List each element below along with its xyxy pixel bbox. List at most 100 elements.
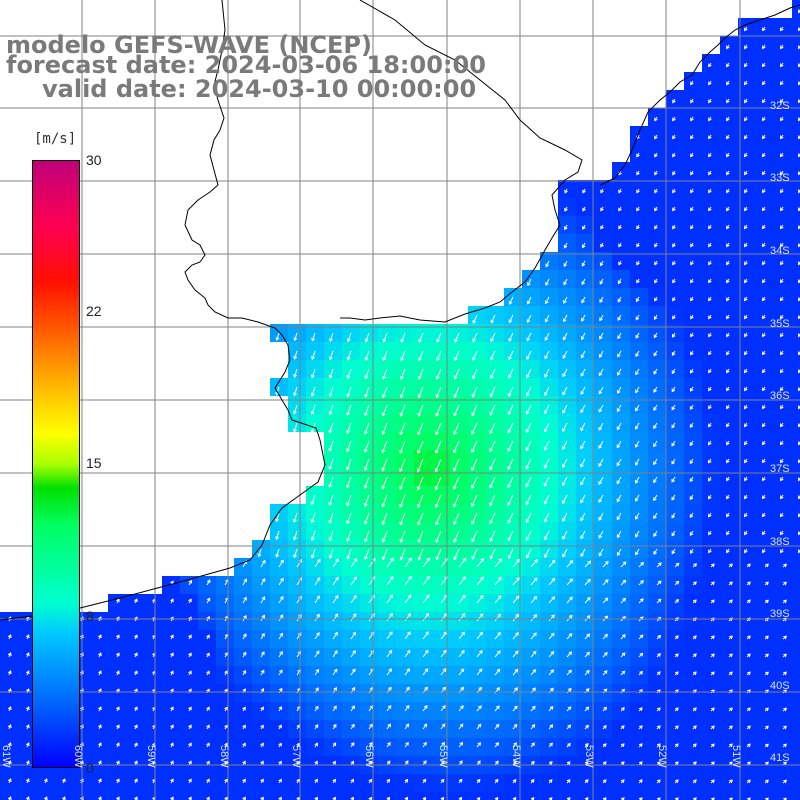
- wind-vector-head: [744, 45, 748, 50]
- wind-vector-head: [616, 462, 621, 467]
- wind-vector-head: [762, 297, 766, 302]
- wind-vector-head: [600, 225, 604, 230]
- wind-vector-head: [489, 375, 494, 380]
- wind-vector-head: [551, 614, 555, 619]
- wind-vector-head: [497, 613, 502, 618]
- wind-vector-head: [310, 537, 315, 542]
- wind-vector-head: [346, 430, 350, 435]
- wind-vector-head: [461, 613, 466, 617]
- field-cell: [414, 792, 432, 800]
- wind-vector-head: [616, 552, 621, 556]
- wind-vector-head: [671, 478, 675, 483]
- wind-vector-head: [744, 351, 748, 356]
- wind-vector: [476, 595, 484, 604]
- wind-vector-head: [618, 207, 622, 212]
- wind-vector-head: [381, 412, 386, 417]
- wind-vector: [616, 494, 622, 502]
- wind-vector-head: [328, 429, 333, 434]
- wind-vector-head: [188, 742, 192, 747]
- wind-vector: [296, 559, 303, 568]
- wind-vector: [598, 548, 604, 556]
- wind-vector-head: [562, 318, 567, 323]
- wind-vector: [383, 332, 388, 342]
- wind-vector-head: [744, 225, 748, 230]
- wind-vector-head: [672, 279, 676, 284]
- wind-vector-head: [689, 550, 694, 554]
- wind-vector-head: [416, 504, 421, 509]
- field-cell: [126, 792, 144, 800]
- wind-vector-head: [726, 441, 730, 446]
- wind-vector: [386, 631, 393, 640]
- wind-vector: [602, 634, 608, 640]
- wind-vector-head: [280, 559, 284, 564]
- wind-vector: [440, 576, 448, 586]
- wind-vector-head: [654, 297, 658, 302]
- wind-vector-head: [797, 405, 800, 410]
- wind-vector-head: [779, 441, 784, 446]
- wind-vector-head: [434, 468, 439, 473]
- wind-vector-head: [675, 743, 679, 748]
- wind-vector: [332, 669, 338, 676]
- wind-vector-head: [293, 337, 298, 342]
- wind-vector-head: [708, 459, 712, 464]
- wind-vector-head: [346, 448, 350, 453]
- colorbar-tick: 22: [86, 303, 102, 319]
- wind-vector-head: [346, 338, 351, 343]
- wind-vector-head: [744, 387, 748, 392]
- wind-vector-head: [779, 549, 784, 554]
- wind-vector-head: [726, 369, 730, 374]
- wind-vector-head: [690, 207, 694, 212]
- wind-vector: [417, 494, 424, 508]
- wind-vector-head: [783, 671, 787, 676]
- wind-vector-head: [711, 653, 715, 658]
- wind-vector-head: [598, 408, 603, 413]
- wind-vector: [548, 651, 555, 658]
- wind-vector-head: [545, 263, 550, 268]
- wind-vector-head: [364, 338, 369, 343]
- wind-vector-head: [79, 742, 84, 747]
- wind-vector-head: [513, 742, 517, 746]
- field-cell: [792, 180, 800, 198]
- wind-vector-head: [381, 556, 386, 561]
- wind-vector-head: [389, 612, 393, 617]
- wind-vector: [422, 723, 428, 730]
- wind-vector-head: [693, 599, 697, 604]
- wind-vector: [563, 314, 568, 322]
- wind-vector-head: [224, 724, 228, 729]
- wind-vector-head: [690, 99, 694, 104]
- wind-vector-head: [399, 486, 403, 491]
- wind-vector-head: [779, 423, 784, 428]
- wind-vector-head: [206, 634, 210, 639]
- wind-vector-head: [711, 743, 715, 748]
- wind-vector: [399, 512, 406, 525]
- wind-vector-head: [315, 687, 319, 692]
- wind-vector: [530, 614, 537, 622]
- wind-vector-head: [417, 375, 422, 380]
- wind-vector-head: [425, 631, 429, 636]
- wind-vector: [476, 558, 485, 568]
- field-cell: [792, 594, 800, 612]
- wind-vector-head: [224, 778, 228, 783]
- wind-vector-head: [507, 555, 512, 560]
- wind-vector-head: [598, 516, 603, 521]
- wind-vector: [329, 368, 334, 379]
- wind-vector-head: [729, 743, 733, 748]
- wind-vector-head: [332, 742, 337, 747]
- wind-vector-head: [497, 631, 501, 636]
- wind-vector: [260, 633, 265, 640]
- wind-vector-head: [381, 467, 386, 472]
- wind-vector: [580, 422, 586, 431]
- wind-vector: [404, 594, 412, 604]
- wind-vector: [562, 548, 568, 557]
- wind-vector-head: [390, 557, 394, 562]
- wind-vector-head: [399, 521, 404, 526]
- wind-vector-head: [779, 351, 784, 356]
- wind-vector-head: [333, 705, 337, 710]
- longitude-label: 61W: [0, 745, 12, 768]
- wind-vector-head: [489, 466, 493, 471]
- wind-vector: [507, 404, 514, 415]
- wind-vector: [293, 422, 298, 432]
- wind-vector-head: [490, 338, 494, 343]
- wind-vector-head: [507, 429, 512, 434]
- wind-vector-head: [353, 557, 358, 562]
